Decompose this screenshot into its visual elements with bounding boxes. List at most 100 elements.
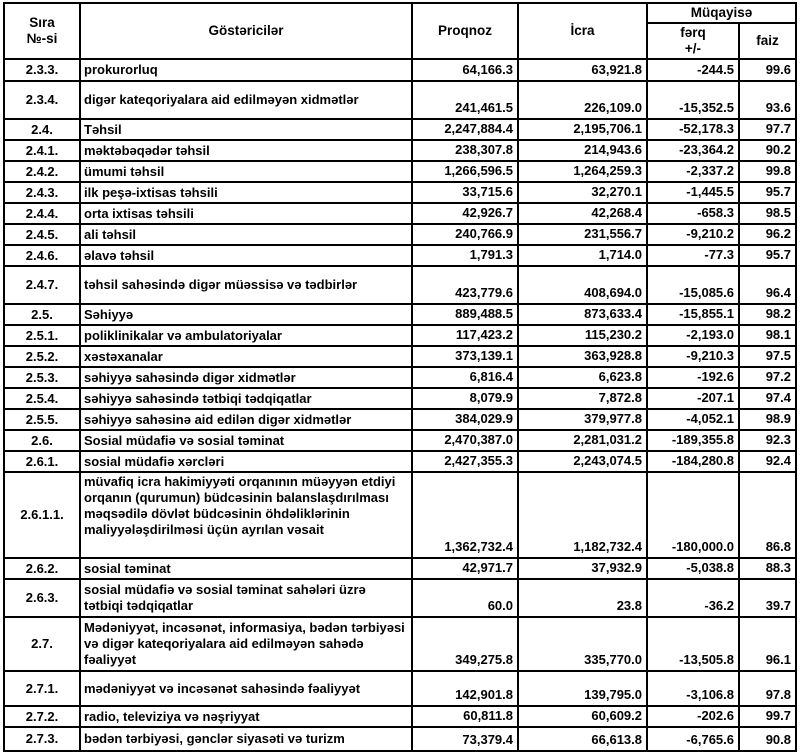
icra-cell: 63,921.8 bbox=[517, 58, 648, 82]
icra-cell: 379,977.8 bbox=[517, 408, 648, 431]
table-body: 2.3.3. prokurorluq 64,166.3 63,921.8 -244.5 9… bbox=[3, 58, 797, 752]
row-number-cell: 2.4.2. bbox=[3, 160, 81, 183]
faiz-cell: 98.9 bbox=[738, 408, 797, 431]
header-faiz: faiz bbox=[738, 22, 797, 60]
proqnoz-cell: 73,379.4 bbox=[411, 726, 519, 752]
row-number-cell: 2.6.1. bbox=[3, 450, 81, 473]
faiz-cell: 39.7 bbox=[738, 578, 797, 618]
faiz-cell: 95.7 bbox=[738, 244, 797, 267]
ferq-cell: -2,193.0 bbox=[646, 324, 740, 347]
row-number-cell: 2.6. bbox=[3, 429, 81, 452]
proqnoz-cell: 2,427,355.3 bbox=[411, 450, 519, 473]
ferq-cell: -192.6 bbox=[646, 366, 740, 389]
table-row: 2.6.3. sosial müdafiə və sosial təminat s… bbox=[3, 578, 797, 618]
table-row: 2.5. Səhiyyə 889,488.5 873,633.4 -15,855.1 98… bbox=[3, 303, 797, 326]
table-row: 2.5.5. səhiyyə sahəsinə aid edilən digər … bbox=[3, 408, 797, 431]
row-number-cell: 2.3.3. bbox=[3, 58, 81, 82]
indicator-cell: digər kateqoriyalara aid edilməyən xidmə… bbox=[79, 80, 413, 120]
table-row: 2.7.2. radio, televiziya və nəşriyyat 60,8… bbox=[3, 705, 797, 728]
proqnoz-cell: 6,816.4 bbox=[411, 366, 519, 389]
icra-cell: 335,770.0 bbox=[517, 616, 648, 672]
faiz-cell: 88.3 bbox=[738, 557, 797, 580]
ferq-cell: -36.2 bbox=[646, 578, 740, 618]
faiz-cell: 98.5 bbox=[738, 202, 797, 225]
faiz-cell: 95.7 bbox=[738, 181, 797, 204]
ferq-cell: -15,085.6 bbox=[646, 265, 740, 305]
faiz-cell: 90.2 bbox=[738, 139, 797, 162]
row-number-cell: 2.3.4. bbox=[3, 80, 81, 120]
indicator-cell: prokurorluq bbox=[79, 58, 413, 82]
faiz-cell: 92.4 bbox=[738, 450, 797, 473]
faiz-cell: 90.8 bbox=[738, 726, 797, 752]
faiz-cell: 86.8 bbox=[738, 471, 797, 559]
ferq-cell: -202.6 bbox=[646, 705, 740, 728]
ferq-cell: -15,352.5 bbox=[646, 80, 740, 120]
table-row: 2.5.2. xəstəxanalar 373,139.1 363,928.8 -9,2… bbox=[3, 345, 797, 368]
icra-cell: 37,932.9 bbox=[517, 557, 648, 580]
faiz-cell: 98.1 bbox=[738, 324, 797, 347]
row-number-cell: 2.4.6. bbox=[3, 244, 81, 267]
faiz-cell: 97.7 bbox=[738, 118, 797, 141]
row-number-cell: 2.6.2. bbox=[3, 557, 81, 580]
ferq-cell: -77.3 bbox=[646, 244, 740, 267]
table-row: 2.3.3. prokurorluq 64,166.3 63,921.8 -244.5 9… bbox=[3, 58, 797, 82]
icra-cell: 231,556.7 bbox=[517, 223, 648, 246]
ferq-cell: -658.3 bbox=[646, 202, 740, 225]
faiz-cell: 97.2 bbox=[738, 366, 797, 389]
row-number-cell: 2.5.5. bbox=[3, 408, 81, 431]
row-number-cell: 2.5.2. bbox=[3, 345, 81, 368]
indicator-cell: müvafiq icra hakimiyyəti orqanının müəyy… bbox=[79, 471, 413, 559]
ferq-cell: -184,280.8 bbox=[646, 450, 740, 473]
table-row: 2.5.1. poliklinikalar və ambulatoriyalar 1… bbox=[3, 324, 797, 347]
faiz-cell: 98.2 bbox=[738, 303, 797, 326]
header-ferq: fərq +/- bbox=[646, 22, 740, 60]
proqnoz-cell: 349,275.8 bbox=[411, 616, 519, 672]
indicator-cell: əlavə təhsil bbox=[79, 244, 413, 267]
row-number-cell: 2.4.7. bbox=[3, 265, 81, 305]
icra-cell: 115,230.2 bbox=[517, 324, 648, 347]
indicator-cell: ümumi təhsil bbox=[79, 160, 413, 183]
ferq-cell: -244.5 bbox=[646, 58, 740, 82]
proqnoz-cell: 889,488.5 bbox=[411, 303, 519, 326]
proqnoz-cell: 1,791.3 bbox=[411, 244, 519, 267]
proqnoz-cell: 64,166.3 bbox=[411, 58, 519, 82]
ferq-cell: -5,038.8 bbox=[646, 557, 740, 580]
indicator-cell: Səhiyyə bbox=[79, 303, 413, 326]
proqnoz-cell: 241,461.5 bbox=[411, 80, 519, 120]
indicator-cell: ilk peşə-ixtisas təhsili bbox=[79, 181, 413, 204]
indicator-cell: orta ixtisas təhsili bbox=[79, 202, 413, 225]
indicator-cell: sosial müdafiə və sosial təminat sahələr… bbox=[79, 578, 413, 618]
row-number-cell: 2.7.2. bbox=[3, 705, 81, 728]
row-number-cell: 2.7. bbox=[3, 616, 81, 672]
proqnoz-cell: 60.0 bbox=[411, 578, 519, 618]
proqnoz-cell: 42,971.7 bbox=[411, 557, 519, 580]
ferq-cell: -3,106.8 bbox=[646, 670, 740, 707]
icra-cell: 363,928.8 bbox=[517, 345, 648, 368]
indicator-cell: məktəbəqədər təhsil bbox=[79, 139, 413, 162]
ferq-cell: -9,210.2 bbox=[646, 223, 740, 246]
table-row: 2.6.1. sosial müdafiə xərcləri 2,427,355.3… bbox=[3, 450, 797, 473]
indicator-cell: xəstəxanalar bbox=[79, 345, 413, 368]
faiz-cell: 99.7 bbox=[738, 705, 797, 728]
icra-cell: 214,943.6 bbox=[517, 139, 648, 162]
faiz-cell: 96.1 bbox=[738, 616, 797, 672]
indicator-cell: Təhsil bbox=[79, 118, 413, 141]
table-row: 2.7. Mədəniyyət, incəsənət, informasiya, … bbox=[3, 616, 797, 672]
ferq-cell: -52,178.3 bbox=[646, 118, 740, 141]
proqnoz-cell: 373,139.1 bbox=[411, 345, 519, 368]
faiz-cell: 96.2 bbox=[738, 223, 797, 246]
table-row: 2.4. Təhsil 2,247,884.4 2,195,706.1 -52,178.… bbox=[3, 118, 797, 141]
proqnoz-cell: 240,766.9 bbox=[411, 223, 519, 246]
table-row: 2.7.1. mədəniyyət və incəsənət sahəsində … bbox=[3, 670, 797, 707]
icra-cell: 6,623.8 bbox=[517, 366, 648, 389]
icra-cell: 66,613.8 bbox=[517, 726, 648, 752]
header-gostericiler: Göstəricilər bbox=[79, 2, 413, 60]
faiz-cell: 96.4 bbox=[738, 265, 797, 305]
icra-cell: 2,243,074.5 bbox=[517, 450, 648, 473]
table-row: 2.7.3. bədən tərbiyəsi, gənclər siyasəti … bbox=[3, 726, 797, 752]
table-row: 2.4.6. əlavə təhsil 1,791.3 1,714.0 -77.3 95.… bbox=[3, 244, 797, 267]
icra-cell: 2,195,706.1 bbox=[517, 118, 648, 141]
row-number-cell: 2.4.4. bbox=[3, 202, 81, 225]
row-number-cell: 2.6.3. bbox=[3, 578, 81, 618]
ferq-cell: -180,000.0 bbox=[646, 471, 740, 559]
